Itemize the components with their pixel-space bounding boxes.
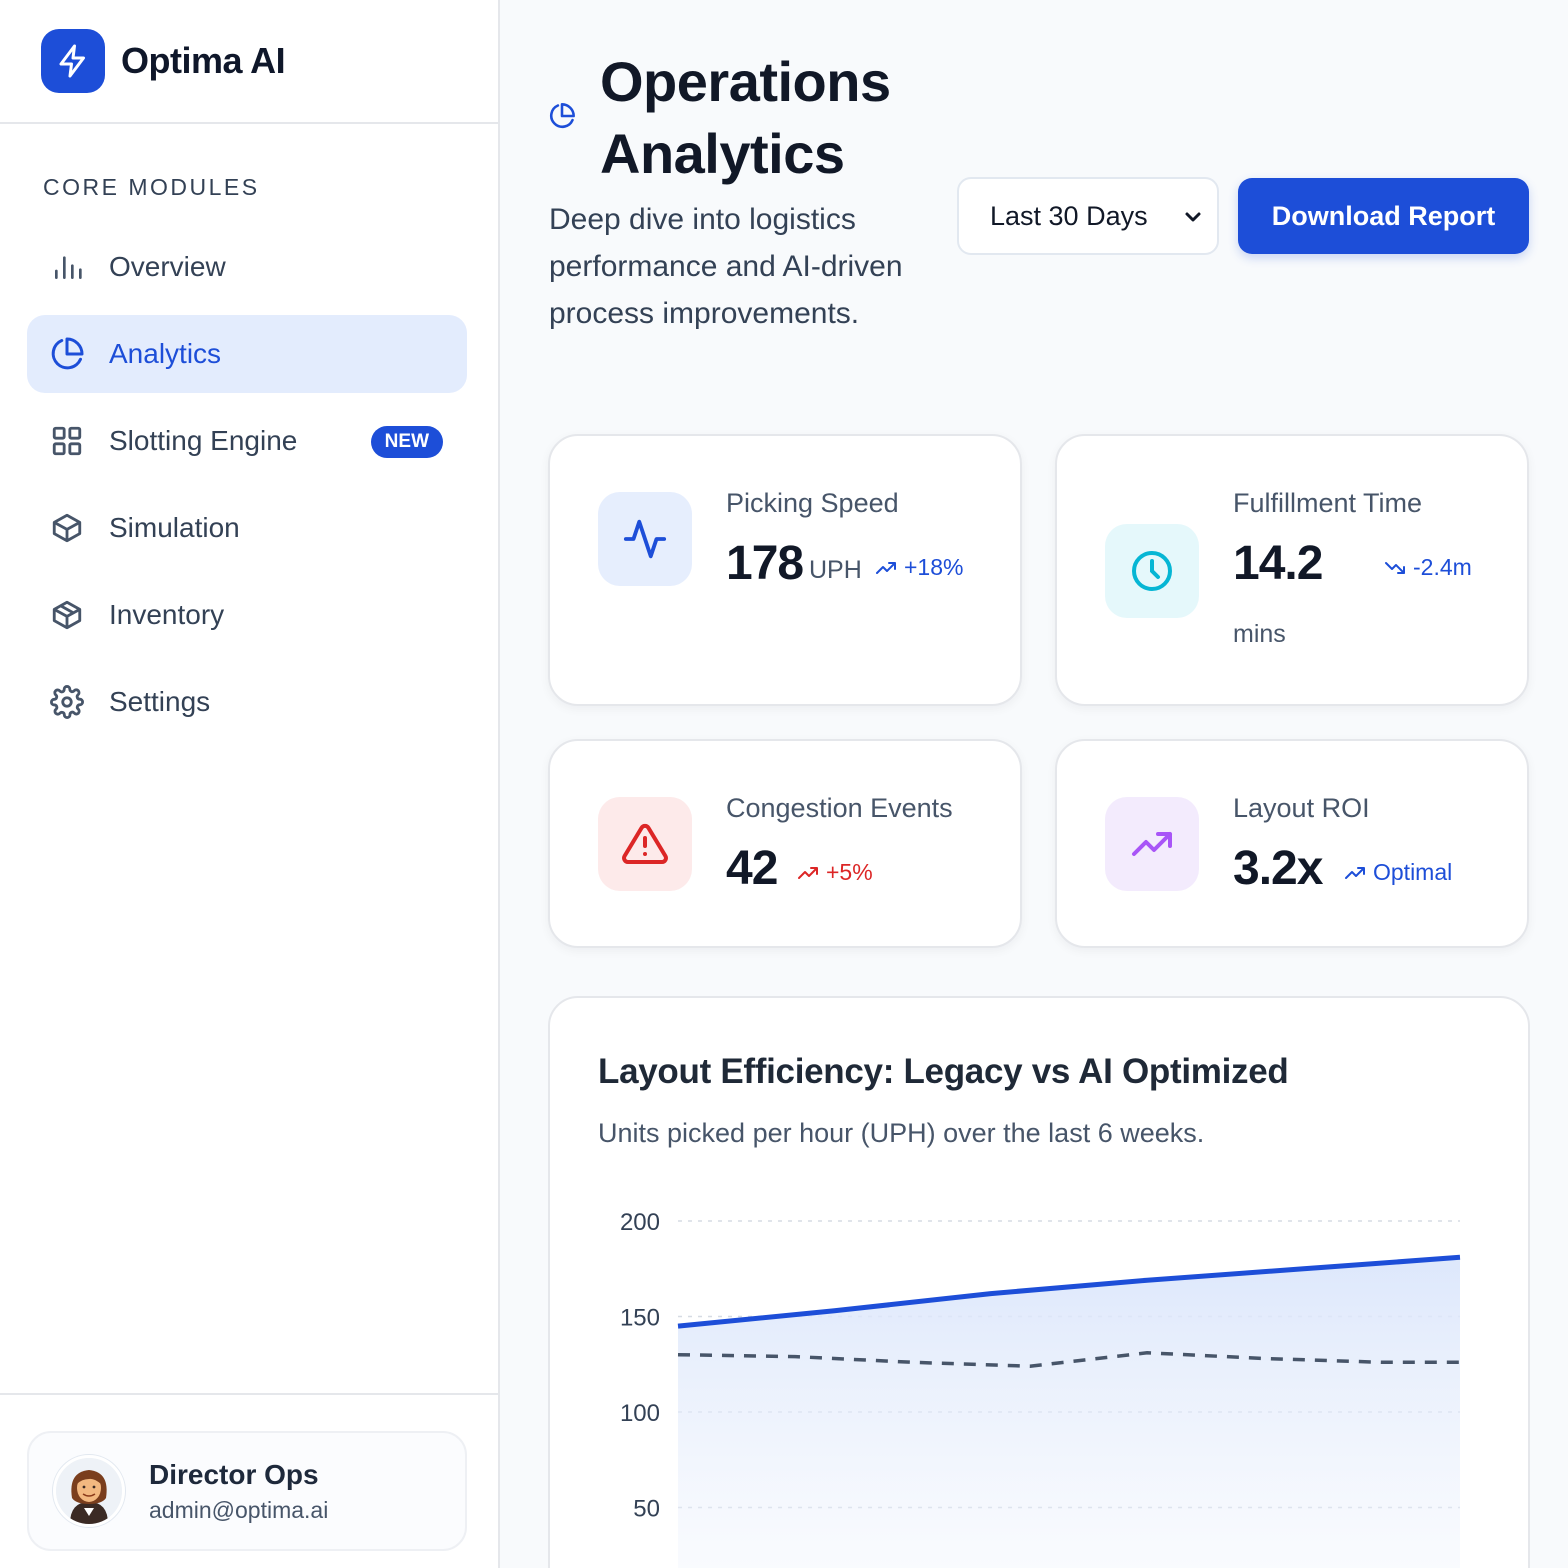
stat-card-picking-speed[interactable]: Picking Speed 178 UPH +18%: [548, 434, 1022, 706]
date-range-value: Last 30 Days: [990, 200, 1148, 231]
page-title: Operations Analytics: [600, 50, 891, 185]
box-icon: [49, 510, 85, 546]
sidebar-item-label: Analytics: [109, 338, 222, 369]
stat-label: Fulfillment Time: [1233, 488, 1423, 518]
series-area: [678, 1257, 1460, 1568]
y-tick-label: 200: [620, 1209, 660, 1236]
avatar: [53, 1455, 125, 1527]
new-badge: NEW: [370, 426, 443, 458]
pie-chart-icon: [548, 102, 576, 135]
series-line-legacy: [677, 1351, 1460, 1368]
sidebar-item-settings[interactable]: Settings: [27, 663, 467, 741]
grid-icon: [49, 423, 85, 459]
stat-delta-value: +18%: [904, 554, 964, 580]
stat-delta: Optimal: [1343, 859, 1452, 886]
lightning-icon[interactable]: [41, 29, 105, 93]
date-range-select[interactable]: Last 30 Days: [957, 177, 1219, 255]
brand-header: Optima AI: [0, 0, 498, 124]
sidebar-item-overview[interactable]: Overview: [27, 228, 467, 306]
main-content: Operations Analytics Deep dive into logi…: [500, 0, 1568, 1568]
alert-triangle-icon: [598, 797, 692, 891]
sidebar-footer: Director Ops admin@optima.ai: [0, 1393, 498, 1568]
trending-up-icon: [1105, 797, 1199, 891]
stat-label: Picking Speed: [726, 488, 899, 518]
chart-title: Layout Efficiency: Legacy vs AI Optimize…: [598, 1052, 1289, 1091]
stat-delta: -2.4m: [1383, 554, 1472, 581]
sidebar: Optima AI CORE MODULES Overview Analytic…: [0, 0, 500, 1568]
stat-delta: +5%: [796, 859, 873, 886]
stat-value: 14.2: [1233, 537, 1323, 590]
sidebar-item-analytics[interactable]: Analytics: [27, 315, 467, 393]
sidebar-item-label: Inventory: [109, 599, 225, 630]
layout-efficiency-chart-card: Layout Efficiency: Legacy vs AI Optimize…: [548, 996, 1530, 1568]
trending-up-icon: [1345, 866, 1365, 879]
stat-value: 178: [726, 537, 804, 590]
bar-chart-icon: [49, 249, 85, 285]
chevron-down-icon: [1181, 205, 1205, 236]
stat-value: 3.2x: [1233, 842, 1323, 895]
series-line-ai-optimized: [677, 1254, 1461, 1329]
y-tick-label: 50: [633, 1496, 660, 1523]
user-profile-card[interactable]: Director Ops admin@optima.ai: [27, 1431, 467, 1551]
trending-up-icon: [798, 866, 818, 879]
y-tick-label: 150: [620, 1305, 660, 1332]
stat-label: Congestion Events: [726, 793, 953, 823]
download-report-button[interactable]: Download Report: [1238, 178, 1529, 254]
sidebar-item-inventory[interactable]: Inventory: [27, 576, 467, 654]
trending-down-icon: [1385, 561, 1405, 574]
user-info: Director Ops admin@optima.ai: [149, 1459, 328, 1524]
stat-delta-value: Optimal: [1373, 859, 1453, 885]
page-description: Deep dive into logistics performance and…: [549, 203, 903, 330]
stat-unit: mins: [1233, 620, 1286, 648]
sidebar-item-label: Settings: [109, 686, 211, 717]
stat-delta-value: +5%: [826, 859, 873, 885]
stat-card-fulfillment-time[interactable]: Fulfillment Time 14.2 mins -2.4m: [1055, 434, 1529, 706]
activity-icon: [598, 492, 692, 586]
chart-subtitle: Units picked per hour (UPH) over the las…: [598, 1118, 1205, 1148]
stat-unit: UPH: [809, 556, 862, 584]
sidebar-item-slotting-engine[interactable]: Slotting Engine NEW: [27, 402, 467, 480]
package-icon: [49, 597, 85, 633]
clock-icon: [1105, 524, 1199, 618]
stat-card-congestion-events[interactable]: Congestion Events 42 +5%: [548, 739, 1022, 948]
brand-name[interactable]: Optima AI: [121, 40, 286, 81]
stat-value: 42: [726, 842, 778, 895]
user-name: Director Ops: [149, 1458, 319, 1490]
sidebar-item-label: Simulation: [109, 512, 240, 543]
line-chart: 200 150 100 50: [620, 1209, 1461, 1568]
trending-up-icon: [876, 561, 896, 574]
stat-delta-value: -2.4m: [1413, 554, 1472, 580]
y-tick-label: 100: [620, 1400, 660, 1427]
sidebar-item-label: Overview: [109, 251, 226, 282]
section-label: CORE MODULES: [43, 174, 260, 200]
stat-delta: +18%: [874, 554, 963, 581]
sidebar-item-label: Slotting Engine: [109, 425, 298, 456]
sidebar-nav: Overview Analytics Slotting Engine NEW S…: [27, 228, 467, 750]
sidebar-item-simulation[interactable]: Simulation: [27, 489, 467, 567]
user-email: admin@optima.ai: [149, 1496, 329, 1523]
gear-icon: [49, 684, 85, 720]
stat-label: Layout ROI: [1233, 793, 1370, 823]
pie-chart-icon: [49, 336, 85, 372]
stat-card-layout-roi[interactable]: Layout ROI 3.2x Optimal: [1055, 739, 1529, 948]
